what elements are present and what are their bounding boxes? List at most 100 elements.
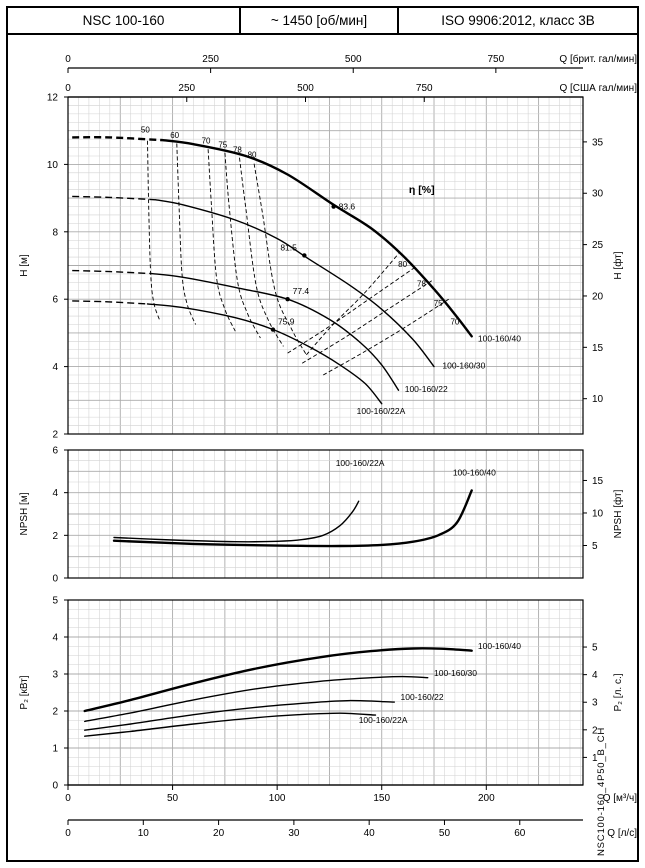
efficiency-contour-75: [301, 280, 433, 364]
curve-label-100-160/40: 100-160/40: [453, 468, 496, 478]
chart-npsh: 0 2 4 6 5 10 15 NPSH [м] NPSH [фт] 100-160/22A 100…: [19, 446, 624, 585]
xtick: 500: [297, 83, 314, 94]
bep-value-100-160/30: 81.5: [280, 242, 297, 252]
ytick-left: 0: [52, 781, 58, 792]
efficiency-contour-50: [147, 140, 161, 322]
xtick: 50: [439, 828, 451, 839]
ylabel-right-npsh: NPSH [фт]: [612, 489, 624, 538]
curve-label-100-160/40: 100-160/40: [478, 333, 521, 343]
xtick: 50: [167, 793, 179, 804]
curve-label-100-160/22: 100-160/22: [401, 692, 444, 702]
ytick-left: 0: [52, 574, 58, 585]
axis-imp-gpm: 0 250 500 750 Q [брит. гал/мин]: [65, 53, 637, 73]
efficiency-contour-label: 70: [202, 137, 211, 146]
ytick-right: 35: [592, 137, 604, 148]
efficiency-contour-label: 80: [398, 260, 407, 269]
ytick-right: 20: [592, 291, 604, 302]
bep-point-100-160/40: [331, 204, 336, 209]
grid-head: [68, 97, 583, 434]
curve-label-100-160/30: 100-160/30: [434, 668, 477, 678]
axis-imp-gpm-title: Q [брит. гал/мин]: [559, 53, 637, 65]
eta-axis-label: η [%]: [409, 184, 435, 196]
efficiency-contour-label: 50: [141, 125, 150, 134]
chart-power: 0 1 2 3 4 5 1 2 3 4 5 Р₂ [кВт] Р₂ [л. с.] 100-160/40 1…: [19, 596, 624, 792]
grid-power: [68, 600, 583, 785]
efficiency-contour-label: 78: [233, 145, 242, 154]
ytick-left: 12: [47, 93, 59, 104]
efficiency-contour-80: [253, 163, 307, 356]
xtick: 250: [202, 54, 219, 65]
curve-100-160/40: [112, 489, 473, 548]
efficiency-contour-60: [176, 143, 197, 325]
ytick-left: 8: [52, 227, 58, 238]
standard-class: ISO 9906:2012, класс 3В: [441, 13, 595, 28]
ytick-left: 1: [52, 744, 58, 755]
xtick: 0: [65, 828, 71, 839]
ytick-right: 10: [592, 508, 604, 519]
bep-point-100-160/30: [302, 253, 307, 258]
axis-m3h: 0 50 100 150 200 Q [м³/ч]: [65, 784, 638, 804]
ylabel-left-head: Н [м]: [19, 254, 30, 277]
curve-dashed-100-160/22A: [72, 300, 148, 305]
ytick-left: 4: [52, 633, 58, 644]
ytick-left: 6: [52, 446, 58, 457]
xtick: 20: [213, 828, 225, 839]
xtick: 30: [288, 828, 300, 839]
xtick: 0: [65, 54, 71, 65]
ytick-left: 2: [52, 531, 58, 542]
axis-m3h-title: Q [м³/ч]: [603, 793, 638, 804]
curve-100-160/22A: [84, 712, 377, 737]
ytick-right: 15: [592, 343, 604, 354]
plot-border-npsh: [67, 449, 584, 579]
ytick-right: 10: [592, 394, 604, 405]
bep-value-100-160/40: 83.6: [339, 202, 356, 212]
efficiency-contour-78: [287, 266, 416, 354]
axis-us-gpm: 0 250 500 750 Q [США гал/мин]: [65, 83, 637, 102]
curve-label-100-160/22: 100-160/22: [405, 384, 448, 394]
ytick-right: 2: [592, 725, 598, 736]
efficiency-contour-label: 70: [450, 317, 459, 326]
axis-ls: 0 10 20 30 40 50 60 Q [л/с]: [65, 819, 637, 839]
curve-100-160/40: [83, 647, 473, 713]
q-axes: 0 250 500 750 Q [брит. гал/мин]0 250 500 750 Q […: [65, 53, 637, 839]
document-code: NSC100-160_4P50_B_CH: [596, 727, 607, 856]
curve-100-160/30: [84, 675, 429, 723]
xtick: 40: [364, 828, 376, 839]
xtick: 150: [373, 793, 390, 804]
curve-100-160/30: [155, 199, 435, 368]
ytick-left: 5: [52, 596, 58, 607]
xtick: 750: [416, 83, 433, 94]
pump-speed: ~ 1450 [об/мин]: [241, 8, 399, 33]
efficiency-contour-80: [306, 253, 399, 356]
bep-point-100-160/22A: [270, 327, 276, 332]
ylabel-left-power: Р₂ [кВт]: [19, 675, 30, 709]
bep-point-100-160/22: [285, 297, 290, 302]
ytick-right: 4: [592, 670, 598, 681]
chart-head: 2 4 6 8 10 12 10 15 20 25 30 35 Н [м] Н [фт] 50 60 70 75 7…: [19, 93, 624, 441]
pump-model: NSC 100-160: [8, 8, 241, 33]
grid-npsh: [68, 450, 583, 578]
curve-100-160/22A: [113, 500, 360, 543]
ytick-right: 25: [592, 240, 604, 251]
ylabel-right-power: Р₂ [л. с.]: [613, 673, 624, 711]
efficiency-contour-70: [322, 298, 449, 376]
efficiency-contour-label: 80: [248, 151, 257, 160]
axis-ls-title: Q [л/с]: [607, 828, 637, 839]
ytick-right: 5: [592, 643, 598, 654]
curve-dashed-100-160/22: [72, 269, 152, 275]
xtick: 200: [478, 793, 495, 804]
xtick: 60: [514, 828, 526, 839]
curve-dashed-100-160/30: [72, 195, 156, 201]
bep-value-100-160/22A: 75.9: [278, 317, 295, 327]
xtick: 0: [65, 793, 71, 804]
curve-label-100-160/30: 100-160/30: [442, 360, 485, 370]
efficiency-contour-label: 60: [170, 131, 179, 140]
curve-100-160/22: [151, 272, 400, 391]
ylabel-right-head: Н [фт]: [612, 251, 624, 279]
curve-label-100-160/22A: 100-160/22A: [336, 458, 385, 468]
curve-100-160/22: [84, 699, 395, 731]
xtick: 750: [488, 54, 505, 65]
xtick: 0: [65, 83, 71, 94]
ytick-left: 2: [52, 707, 58, 718]
curve-dashed-100-160/40: [72, 136, 163, 142]
